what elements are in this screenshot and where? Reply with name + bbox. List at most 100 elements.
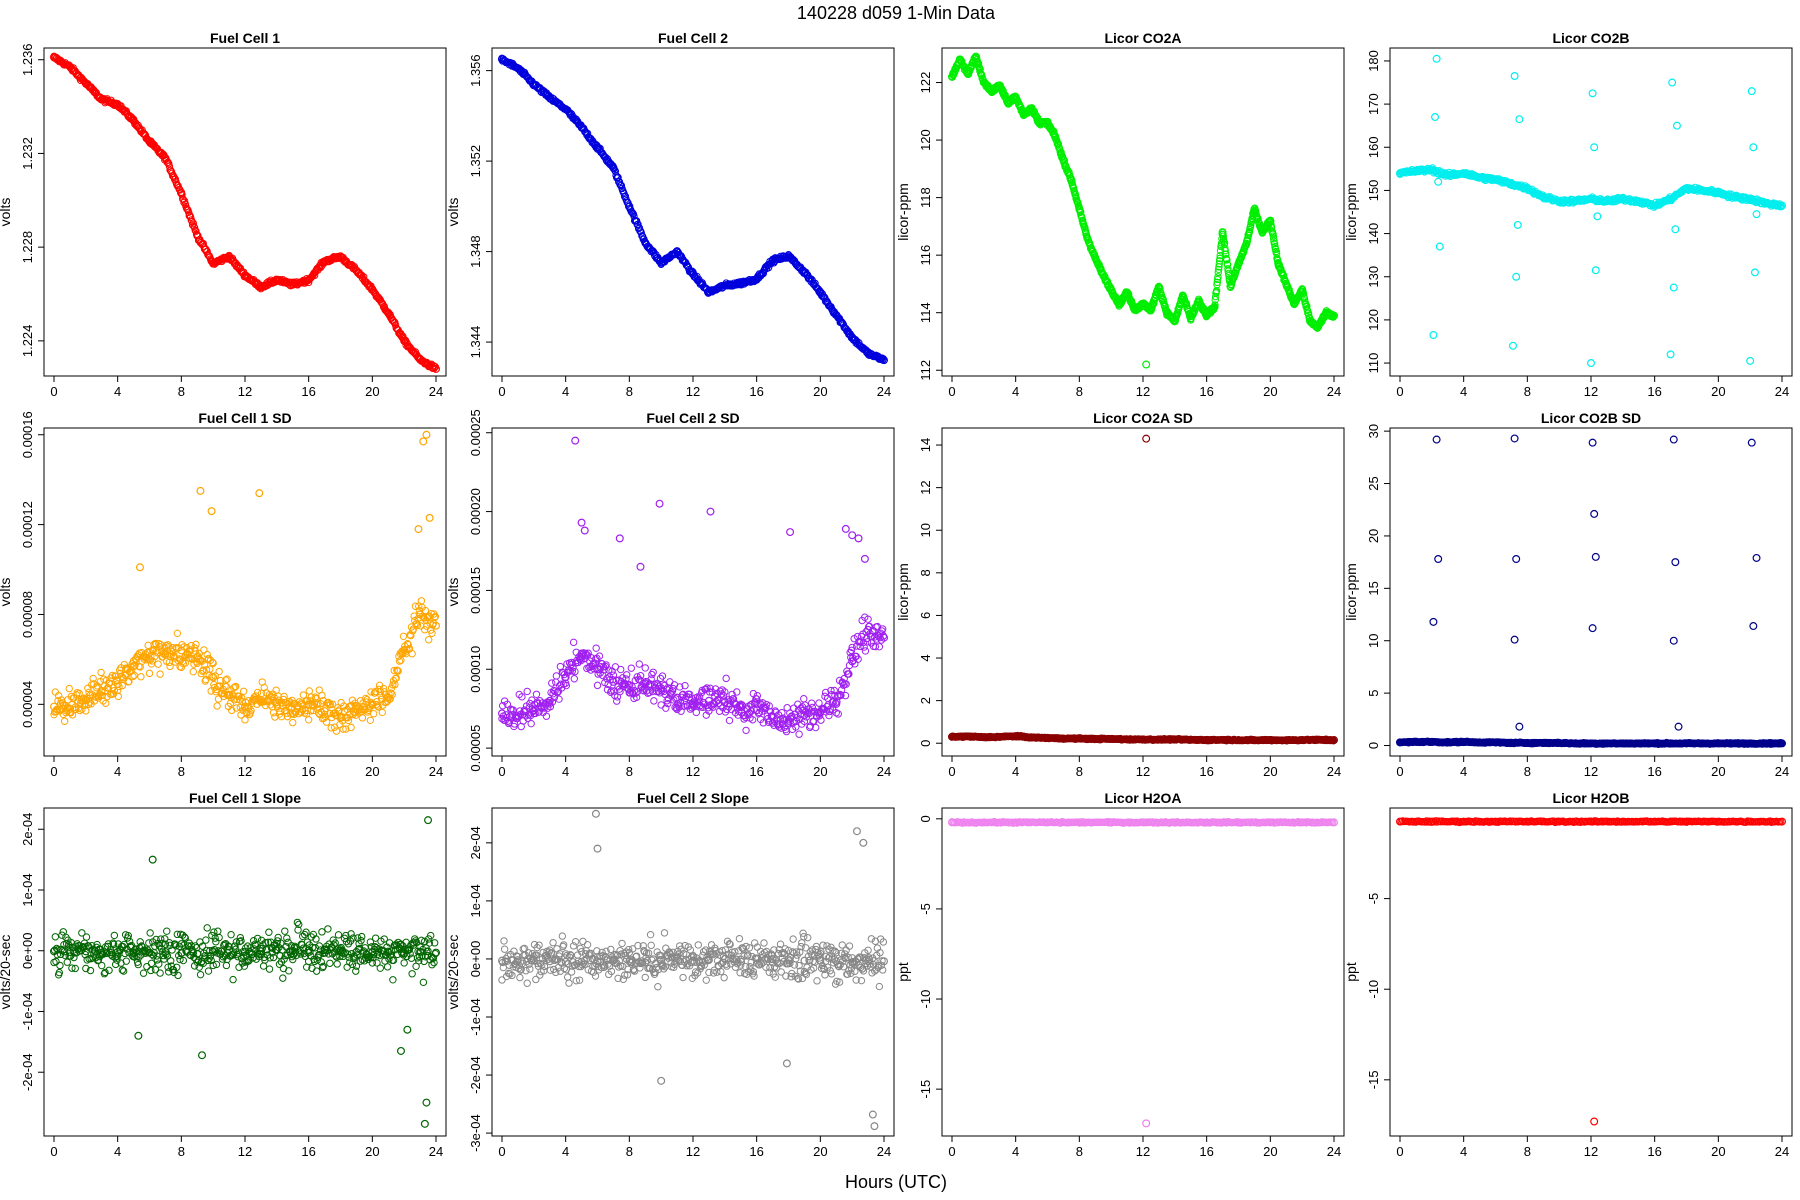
data-point xyxy=(1634,197,1643,206)
panel-title: Fuel Cell 1 SD xyxy=(198,410,291,426)
y-tick-label: 2 xyxy=(918,697,933,704)
x-tick-label: 0 xyxy=(50,764,57,779)
data-point xyxy=(720,281,729,290)
outlier-point xyxy=(1666,350,1675,359)
x-tick-label: 8 xyxy=(178,764,185,779)
data-point xyxy=(237,694,246,702)
x-tick-label: 24 xyxy=(1327,384,1341,399)
outlier-point xyxy=(577,518,586,527)
data-point xyxy=(729,695,738,703)
data-point xyxy=(1131,305,1140,314)
data-point xyxy=(617,181,626,190)
data-point xyxy=(768,256,777,265)
y-tick-label: 118 xyxy=(918,187,933,208)
data-point xyxy=(1186,314,1195,323)
data-point xyxy=(613,697,621,705)
y-tick-label: 1.348 xyxy=(468,235,483,268)
data-point xyxy=(1282,279,1291,288)
data-point xyxy=(166,662,174,671)
data-point xyxy=(723,705,731,714)
data-point xyxy=(752,706,761,715)
outlier-point xyxy=(1435,242,1444,251)
data-point xyxy=(336,713,345,722)
outlier-point xyxy=(135,563,144,572)
y-tick-label: 114 xyxy=(918,302,933,323)
data-point xyxy=(617,665,625,674)
data-point xyxy=(378,708,386,717)
data-point xyxy=(577,123,586,132)
data-point xyxy=(178,191,186,199)
data-point xyxy=(256,695,265,704)
data-point xyxy=(156,670,164,678)
data-point xyxy=(362,694,370,703)
data-point xyxy=(49,702,58,711)
outlier-point xyxy=(255,489,264,498)
y-tick-label: 122 xyxy=(918,72,933,94)
data-point xyxy=(800,695,808,703)
y-axis-label: volts xyxy=(445,198,461,227)
data-point xyxy=(336,252,345,261)
outlier-point xyxy=(580,526,589,535)
y-axis-label: volts xyxy=(0,578,13,607)
data-point xyxy=(1162,308,1171,317)
data-point xyxy=(736,279,745,288)
data-point xyxy=(430,613,439,622)
outlier-point xyxy=(848,531,857,540)
data-point xyxy=(189,219,197,227)
data-point xyxy=(616,180,624,189)
data-point xyxy=(1270,240,1279,248)
data-point xyxy=(335,706,343,714)
data-point xyxy=(548,679,556,687)
data-point xyxy=(114,692,123,701)
x-tick-label: 20 xyxy=(1263,764,1277,779)
data-point xyxy=(634,220,642,228)
data-point xyxy=(230,684,238,692)
data-point xyxy=(784,252,793,261)
data-point xyxy=(425,636,433,644)
data-point xyxy=(65,704,74,713)
data-point xyxy=(1459,169,1468,178)
data-point xyxy=(864,349,873,358)
data-point xyxy=(1299,289,1308,298)
data-point xyxy=(1314,323,1323,332)
data-point xyxy=(1602,197,1611,206)
data-point xyxy=(1066,171,1074,179)
data-point xyxy=(241,716,249,724)
data-point xyxy=(709,703,717,711)
data-point xyxy=(685,690,694,699)
data-point xyxy=(65,684,73,693)
data-point xyxy=(352,704,361,713)
data-point xyxy=(759,719,767,727)
data-point xyxy=(1043,118,1052,127)
data-point xyxy=(680,702,688,710)
data-point xyxy=(408,650,416,658)
data-point xyxy=(877,636,886,644)
data-point xyxy=(513,712,522,721)
data-point xyxy=(1083,233,1092,242)
data-point xyxy=(203,650,211,659)
outlier-point xyxy=(615,534,624,543)
data-point xyxy=(635,660,643,668)
data-point xyxy=(1443,171,1452,180)
y-axis-label: licor-ppm xyxy=(895,563,911,621)
data-point xyxy=(800,710,809,719)
outlier-point xyxy=(207,507,216,516)
outlier-point xyxy=(1747,87,1756,96)
y-axis-label: volts xyxy=(445,578,461,607)
data-point xyxy=(1746,195,1755,204)
x-tick-label: 24 xyxy=(429,384,443,399)
data-point xyxy=(571,667,579,676)
data-point xyxy=(1027,104,1036,113)
data-point xyxy=(834,710,842,718)
data-point xyxy=(1303,302,1311,310)
data-point xyxy=(634,675,643,684)
panel-title: Licor CO2A SD xyxy=(1093,410,1193,426)
data-point xyxy=(392,674,400,682)
data-point xyxy=(1252,207,1260,215)
x-tick-label: 0 xyxy=(498,384,505,399)
data-point xyxy=(569,638,578,647)
data-point xyxy=(332,727,341,735)
y-tick-label: 0.00020 xyxy=(468,488,483,535)
data-point xyxy=(97,95,106,104)
